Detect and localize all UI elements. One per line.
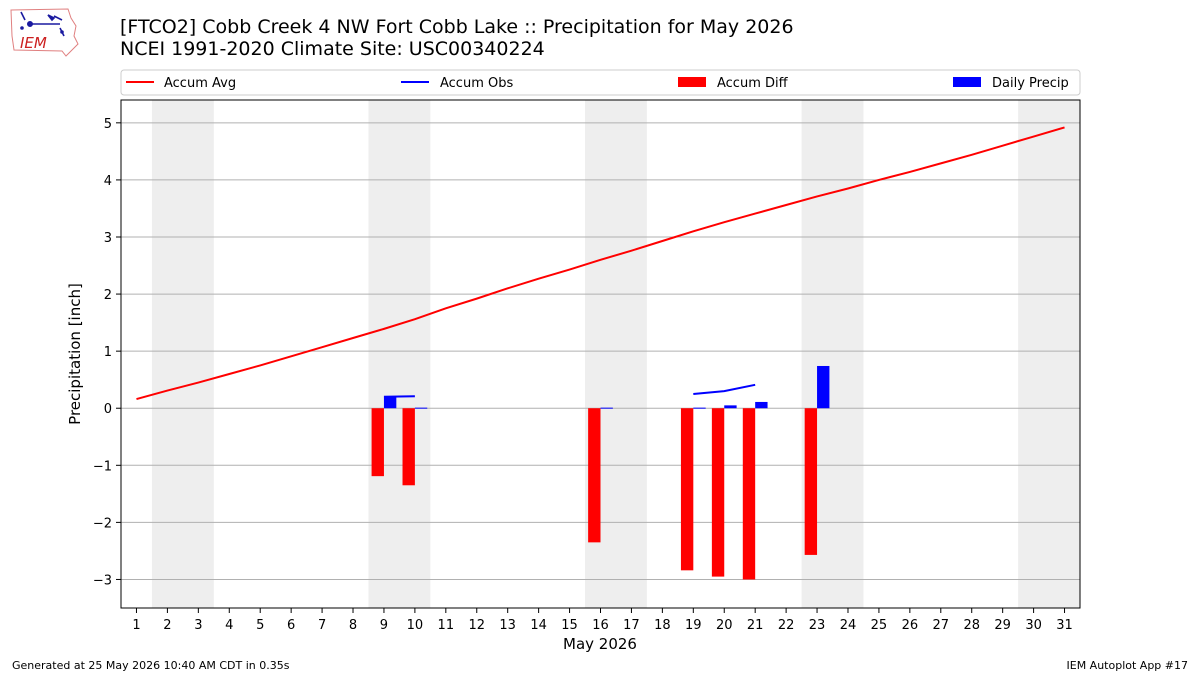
legend-accum-diff-swatch (678, 77, 706, 87)
weekend-band (1018, 100, 1080, 608)
accum-obs-line (383, 395, 415, 398)
accum-diff-bar (371, 408, 384, 477)
x-tick-label: 16 (592, 618, 609, 633)
daily-precip-bar (817, 365, 830, 409)
daily-precip-bar (600, 407, 613, 409)
legend-accum-obs-label: Accum Obs (440, 76, 513, 91)
legend-frame (120, 69, 1081, 96)
y-tick-label: 3 (104, 231, 112, 246)
accum-diff-bar (742, 408, 756, 580)
legend-daily-precip-label: Daily Precip (992, 76, 1069, 91)
x-tick-label: 26 (902, 618, 919, 633)
x-tick-label: 29 (994, 618, 1011, 633)
accum-diff-bar (402, 408, 415, 486)
grid-lines (121, 122, 1080, 580)
x-tick-label: 4 (225, 618, 233, 633)
x-tick-label: 23 (809, 618, 826, 633)
y-tick-label: −1 (93, 459, 112, 474)
x-tick-label: 2 (163, 618, 171, 633)
legend: Accum Avg Accum Obs Accum Diff Daily Pre… (120, 69, 1081, 96)
accum-avg-line (136, 126, 1065, 401)
y-tick-label: −3 (93, 573, 112, 588)
x-tick-label: 24 (840, 618, 857, 633)
y-tick-label: 5 (104, 117, 112, 132)
x-tick-label: 30 (1025, 618, 1042, 633)
x-tick-label: 19 (685, 618, 702, 633)
x-tick-label: 25 (871, 618, 888, 633)
logo-text: IEM (20, 34, 47, 52)
x-tick-label: 6 (287, 618, 295, 633)
accum-diff-bar (588, 408, 601, 543)
y-tick-label: 1 (104, 345, 112, 360)
chart-title: [FTCO2] Cobb Creek 4 NW Fort Cobb Lake :… (120, 16, 794, 60)
daily-precip-bar (383, 396, 397, 409)
x-tick-label: 18 (654, 618, 671, 633)
x-tick-label: 15 (561, 618, 578, 633)
x-tick-label: 14 (530, 618, 547, 633)
y-axis-label: Precipitation [inch] (66, 283, 84, 425)
daily-precip-bar (693, 407, 706, 409)
accum-obs-line (693, 383, 756, 395)
y-tick-label: 2 (104, 288, 112, 303)
x-tick-label: 31 (1056, 618, 1073, 633)
legend-accum-diff-label: Accum Diff (717, 76, 789, 91)
accum-diff-bar (680, 408, 694, 571)
daily-precip-bar (755, 401, 768, 409)
x-tick-label: 3 (194, 618, 202, 633)
x-tick-label: 22 (778, 618, 795, 633)
weekend-band (368, 100, 431, 608)
y-tick-label: −2 (93, 516, 112, 531)
x-tick-label: 1 (132, 618, 140, 633)
x-tick-label: 8 (349, 618, 357, 633)
legend-daily-precip-swatch (953, 77, 981, 87)
y-tick-label: 4 (104, 174, 112, 189)
weekend-band (151, 100, 214, 608)
chart-title-line1: [FTCO2] Cobb Creek 4 NW Fort Cobb Lake :… (120, 16, 794, 38)
y-axis: 5 4 3 2 1 0 −1 −2 −3 (93, 117, 121, 588)
accum-diff-bar (804, 408, 818, 555)
x-axis-label: May 2026 (563, 635, 637, 653)
x-tick-label: 27 (933, 618, 950, 633)
weekend-bands (151, 100, 1080, 608)
x-tick-label: 11 (438, 618, 455, 633)
x-tick-label: 5 (256, 618, 264, 633)
accum-diff-bars (371, 408, 818, 580)
x-axis: 1 2 3 4 5 6 7 8 9 10 11 12 13 14 15 16 17 18 19 20 21 22 23 24 2… (132, 608, 1073, 633)
x-tick-label: 17 (623, 618, 640, 633)
daily-precip-bar (414, 407, 428, 409)
iem-logo: IEM (10, 8, 79, 57)
x-tick-label: 9 (380, 618, 388, 633)
generated-timestamp: Generated at 25 May 2026 10:40 AM CDT in… (12, 659, 290, 672)
accum-diff-bar (711, 408, 725, 577)
daily-precip-bar (724, 405, 737, 409)
x-tick-label: 20 (716, 618, 733, 633)
daily-precip-bars (383, 365, 830, 409)
x-tick-label: 12 (468, 618, 485, 633)
x-tick-label: 28 (963, 618, 980, 633)
y-tick-label: 0 (104, 402, 112, 417)
x-tick-label: 7 (318, 618, 326, 633)
x-tick-label: 13 (499, 618, 516, 633)
x-tick-label: 21 (747, 618, 764, 633)
chart-title-line2: NCEI 1991-2020 Climate Site: USC00340224 (120, 38, 545, 60)
x-tick-label: 10 (407, 618, 424, 633)
autoplot-app-id: IEM Autoplot App #17 (1066, 659, 1189, 672)
legend-accum-avg-label: Accum Avg (164, 76, 236, 91)
series-lines (136, 126, 1065, 401)
